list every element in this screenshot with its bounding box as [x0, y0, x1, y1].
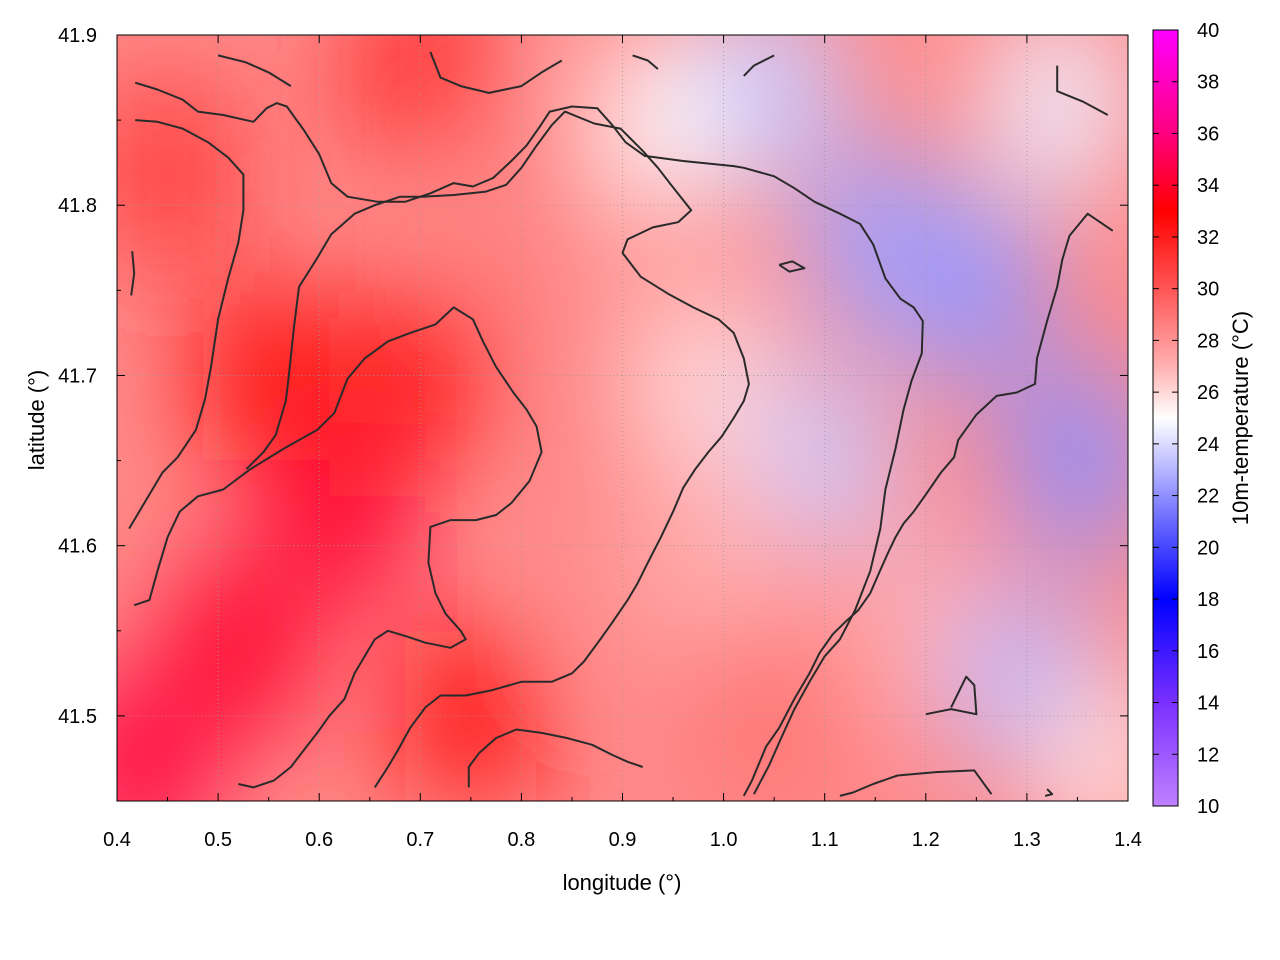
x-tick-label-4: 0.8 [507, 829, 535, 851]
contour-c11 [217, 54, 292, 87]
temperature-cell-14 [1011, 376, 1128, 545]
temperature-cell-13 [910, 206, 1043, 375]
x-tick-label-0: 0.4 [103, 829, 131, 851]
colorbar-tick-label-7: 24 [1197, 434, 1219, 456]
x-tick-label-8: 1.2 [912, 829, 940, 851]
y-tick-label-1: 41.6 [58, 536, 97, 558]
contour-c10 [130, 251, 136, 296]
y-tick-label-3: 41.8 [58, 195, 97, 217]
contour-c13 [743, 54, 775, 77]
temperature-cell-3 [202, 291, 335, 460]
x-tick-label-3: 0.7 [406, 829, 434, 851]
contour-c7 [839, 769, 993, 797]
contour-c1 [134, 81, 924, 795]
contour-c15 [1044, 788, 1054, 797]
contour-c12 [632, 54, 659, 70]
colorbar-tick-label-3: 16 [1197, 641, 1219, 663]
colorbar: 10 12 14 16 18 20 22 24 26 28 30 32 34 36 38 40 [1152, 20, 1219, 818]
temperature-cell-19 [708, 631, 840, 801]
contour-c6 [742, 212, 1114, 797]
x-tick-label-2: 0.6 [305, 829, 333, 851]
x-tick-label-6: 1.0 [710, 829, 738, 851]
temperature-cell-11 [708, 35, 840, 171]
temperature-field [117, 35, 1128, 801]
colorbar-tick-label-10: 30 [1197, 279, 1219, 301]
colorbar-tick-label-0: 10 [1197, 796, 1219, 818]
colorbar-tick-label-14: 38 [1197, 72, 1219, 94]
y-axis: 41.5 41.6 41.7 41.8 41.9 [58, 25, 1128, 728]
contour-c8 [925, 675, 978, 716]
contour-c9 [1056, 65, 1109, 116]
y-tick-label-2: 41.7 [58, 365, 97, 387]
temperature-cell-20 [405, 631, 537, 801]
colorbar-tick-label-15: 40 [1197, 20, 1219, 42]
colorbar-tick-label-6: 22 [1197, 486, 1219, 508]
temperature-cell-15 [991, 35, 1123, 188]
x-tick-label-7: 1.1 [811, 829, 839, 851]
grid-lines [117, 35, 1128, 801]
colorbar-tick-label-5: 20 [1197, 537, 1219, 559]
contour-c4 [245, 110, 750, 788]
colorbar-tick-label-12: 34 [1197, 175, 1219, 197]
colorbar-tick-label-9: 28 [1197, 330, 1219, 352]
colorbar-tick-label-13: 36 [1197, 123, 1219, 145]
colorbar-tick-label-11: 32 [1197, 227, 1219, 249]
y-axis-title: latitude (°) [24, 370, 49, 471]
contour-c14 [778, 260, 806, 273]
colorbar-tick-label-8: 26 [1197, 382, 1219, 404]
contour-c2 [128, 119, 245, 530]
colorbar-tick-label-4: 18 [1197, 589, 1219, 611]
plot-area [117, 35, 1128, 801]
colorbar-title: 10m-temperature (°C) [1228, 311, 1253, 525]
temperature-cell-4 [117, 86, 234, 256]
contour-c3 [133, 306, 543, 789]
temperature-cell-21 [1042, 682, 1128, 801]
temperature-cell-23 [657, 461, 790, 630]
contour-c16 [429, 51, 563, 94]
x-axis-title: longitude (°) [563, 870, 682, 895]
contour-lines [128, 51, 1114, 797]
colorbar-tick-label-1: 12 [1197, 744, 1219, 766]
contour-c5 [467, 728, 644, 788]
colorbar-ticks: 10 12 14 16 18 20 22 24 26 28 30 32 34 36 38 40 [1153, 20, 1219, 818]
x-tick-label-1: 0.5 [204, 829, 232, 851]
x-tick-label-10: 1.4 [1114, 829, 1142, 851]
x-tick-label-9: 1.3 [1013, 829, 1041, 851]
x-tick-label-5: 0.9 [609, 829, 637, 851]
y-tick-label-4: 41.9 [58, 25, 97, 47]
x-axis: 0.4 0.5 0.6 0.7 0.8 0.9 1.0 1.1 1.2 1.3 1.4 [103, 35, 1142, 851]
colorbar-gradient [1152, 29, 1179, 807]
y-tick-label-0: 41.5 [58, 706, 97, 728]
colorbar-tick-label-2: 14 [1197, 693, 1219, 715]
